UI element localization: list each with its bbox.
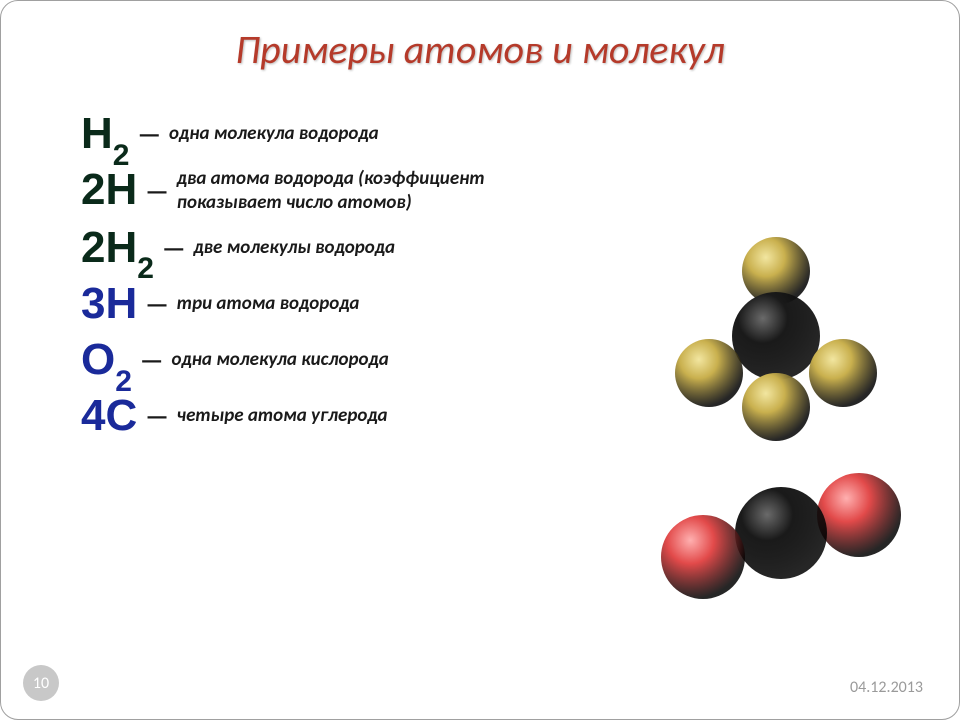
- slide-title: Примеры атомов и молекул: [1, 25, 959, 74]
- formula-h2: H2: [81, 111, 129, 157]
- description: три атома водорода: [177, 292, 360, 316]
- title-text: Примеры атомов и молекул: [235, 25, 724, 74]
- dash-icon: —: [140, 344, 164, 376]
- example-row: 4C — четыре атома углерода: [81, 393, 601, 439]
- slide-frame: Примеры атомов и молекул H2 — одна молек…: [0, 0, 960, 720]
- dash-icon: —: [145, 400, 169, 432]
- example-row: 2H — два атома водорода (коэффициент пок…: [81, 167, 601, 215]
- dash-icon: —: [137, 118, 161, 150]
- dash-icon: —: [162, 232, 186, 264]
- example-row: 3H — три атома водорода: [81, 281, 601, 327]
- molecule-ch4-icon: [661, 231, 891, 441]
- molecule-co2-icon: [651, 473, 911, 613]
- description: две молекулы водорода: [193, 236, 395, 260]
- example-row: H2 — одна молекула водорода: [81, 111, 601, 157]
- description: два атома водорода (коэффициент показыва…: [177, 167, 557, 215]
- page-number: 10: [33, 674, 49, 693]
- formula-o2: O2: [81, 337, 132, 383]
- description: четыре атома углерода: [177, 404, 388, 428]
- formula-2h: 2H: [81, 167, 137, 213]
- formula-3h: 3H: [81, 281, 137, 327]
- formula-4c: 4C: [81, 393, 137, 439]
- example-row: 2H2 — две молекулы водорода: [81, 225, 601, 271]
- dash-icon: —: [145, 175, 169, 207]
- formula-2h2: 2H2: [81, 225, 154, 271]
- page-number-badge: 10: [23, 665, 59, 701]
- footer-date: 04.12.2013: [850, 678, 923, 697]
- description: одна молекула водорода: [169, 122, 379, 146]
- description: одна молекула кислорода: [171, 348, 388, 372]
- dash-icon: —: [145, 288, 169, 320]
- example-row: O2 — одна молекула кислорода: [81, 337, 601, 383]
- examples-list: H2 — одна молекула водорода 2H — два ато…: [81, 111, 601, 449]
